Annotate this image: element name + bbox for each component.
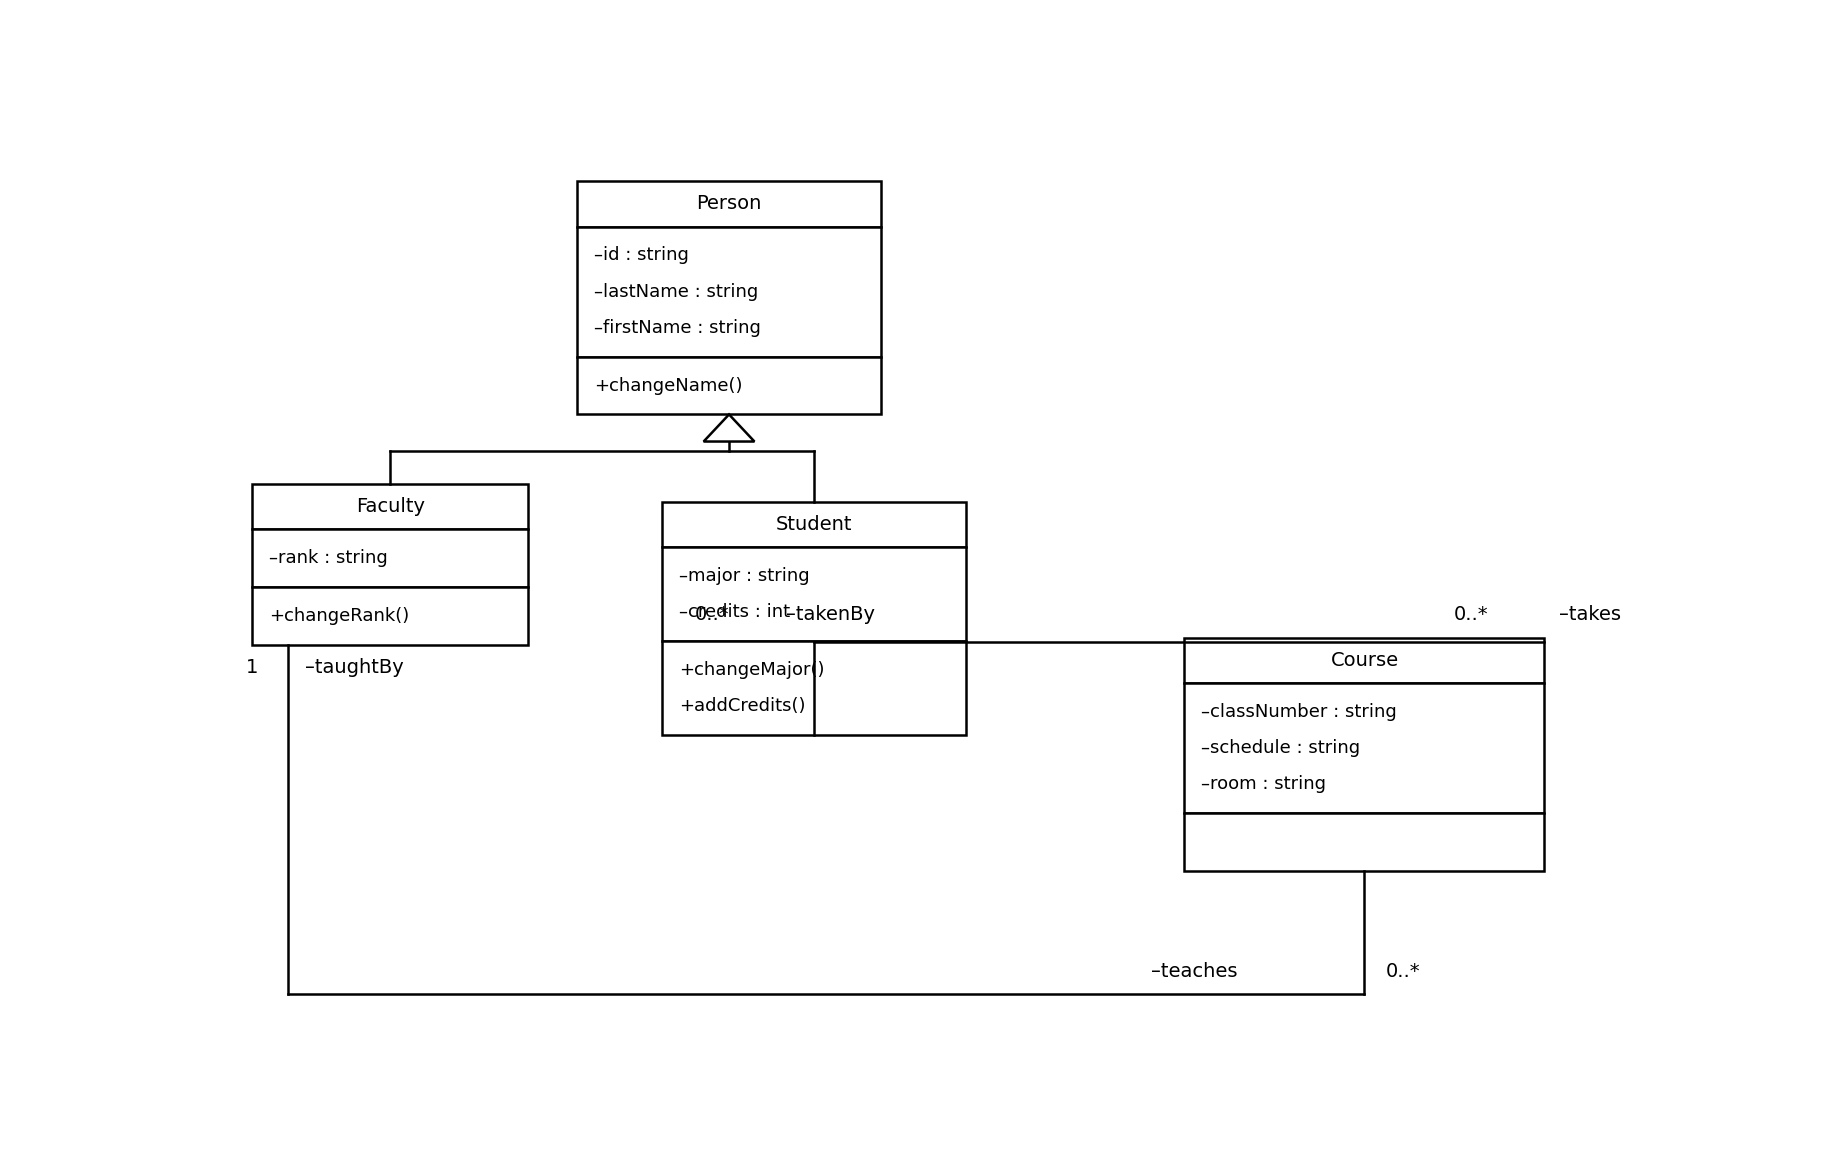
Text: Student: Student [776, 515, 853, 534]
Text: –schedule : string: –schedule : string [1201, 739, 1361, 757]
Polygon shape [703, 414, 754, 441]
Bar [1184, 813, 1545, 870]
Text: –taughtBy: –taughtBy [304, 658, 403, 677]
Text: 0..*: 0..* [1387, 962, 1421, 981]
Text: –firstName : string: –firstName : string [594, 319, 762, 337]
Text: –lastName : string: –lastName : string [594, 283, 758, 300]
Text: 1: 1 [246, 658, 259, 677]
Text: Person: Person [696, 195, 762, 213]
Bar [661, 547, 966, 642]
Text: +changeName(): +changeName() [594, 377, 743, 394]
Text: +addCredits(): +addCredits() [680, 697, 805, 716]
Text: –room : string: –room : string [1201, 775, 1326, 793]
Bar [578, 357, 880, 414]
Text: –major : string: –major : string [680, 567, 809, 585]
Text: Course: Course [1330, 651, 1399, 670]
Text: –takenBy: –takenBy [785, 605, 875, 624]
Bar [1184, 683, 1545, 813]
Text: –teaches: –teaches [1152, 962, 1237, 981]
Text: Faculty: Faculty [355, 497, 425, 516]
Text: –takes: –takes [1558, 605, 1620, 624]
Bar [253, 484, 528, 529]
Bar [661, 502, 966, 547]
Text: 0..*: 0..* [1454, 605, 1489, 624]
Text: –classNumber : string: –classNumber : string [1201, 703, 1397, 720]
Bar [253, 586, 528, 645]
Bar [1184, 638, 1545, 683]
Text: +changeMajor(): +changeMajor() [680, 662, 824, 679]
Text: +changeRank(): +changeRank() [270, 606, 410, 625]
Bar [661, 642, 966, 735]
Text: –id : string: –id : string [594, 246, 689, 264]
Text: –credits : int: –credits : int [680, 603, 791, 622]
Bar [578, 226, 880, 357]
Text: –rank : string: –rank : string [270, 549, 388, 567]
Bar [578, 182, 880, 226]
Text: 0..*: 0..* [694, 605, 729, 624]
Bar [253, 529, 528, 586]
